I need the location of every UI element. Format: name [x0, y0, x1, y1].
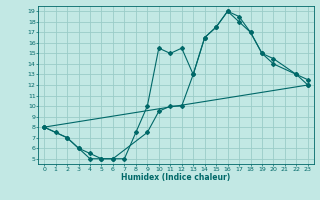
X-axis label: Humidex (Indice chaleur): Humidex (Indice chaleur) — [121, 173, 231, 182]
